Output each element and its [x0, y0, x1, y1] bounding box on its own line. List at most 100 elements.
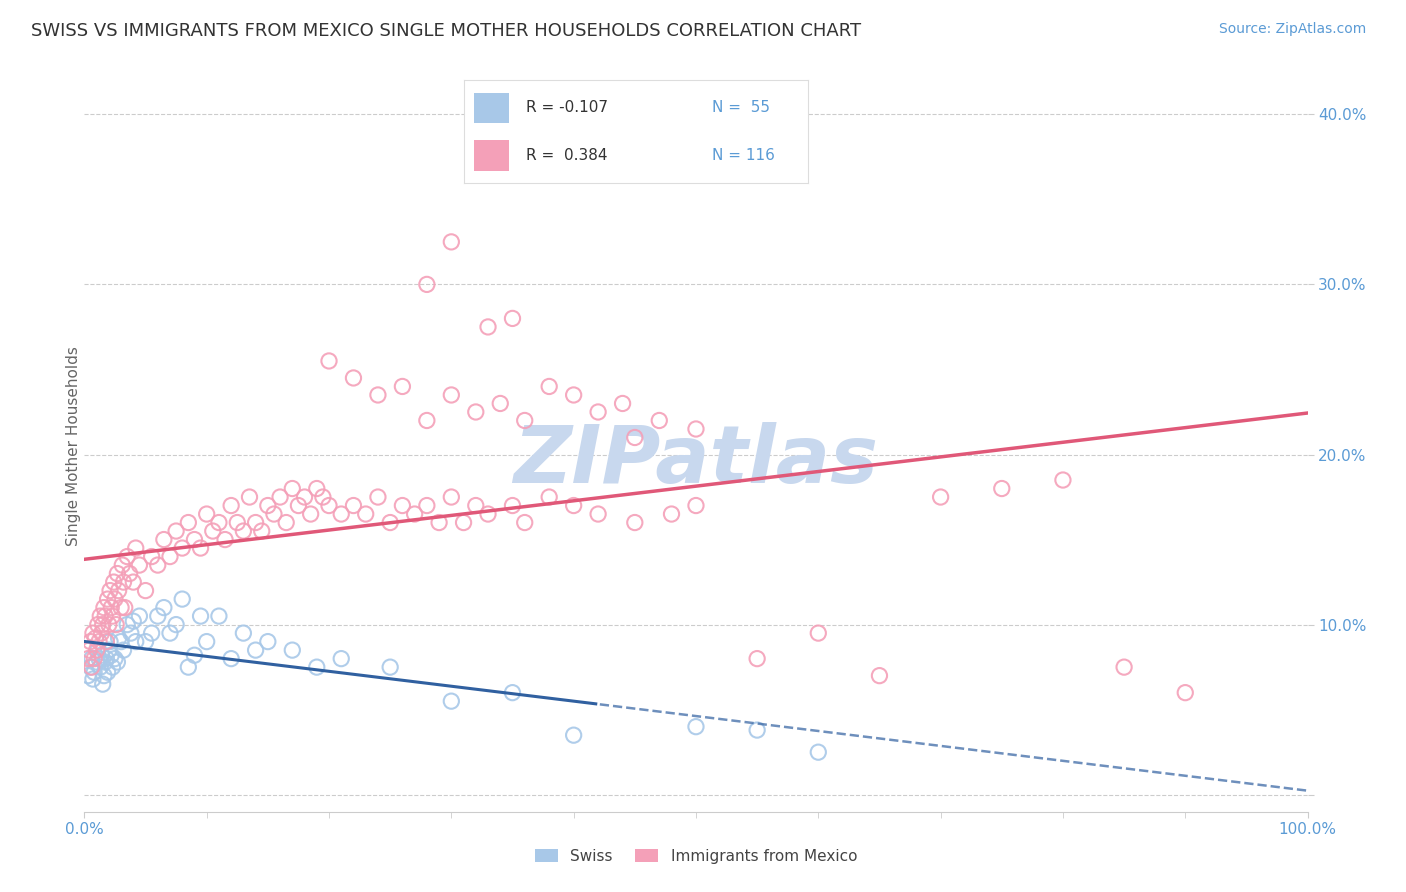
Point [685, 499, 707, 513]
Point [391, 499, 413, 513]
Point [367, 490, 389, 504]
Point [513, 516, 536, 530]
Text: N =  55: N = 55 [711, 101, 770, 115]
Text: Source: ZipAtlas.com: Source: ZipAtlas.com [1219, 22, 1367, 37]
Point [101, 609, 124, 624]
Point [586, 507, 609, 521]
Point [153, 600, 176, 615]
Point [87, 651, 110, 665]
Point [135, 634, 157, 648]
Point [929, 490, 952, 504]
Point [342, 499, 364, 513]
Point [107, 631, 129, 645]
Point [100, 600, 122, 615]
Point [427, 516, 450, 530]
Point [87, 617, 110, 632]
Point [391, 379, 413, 393]
Point [159, 626, 181, 640]
Point [128, 609, 150, 624]
Point [330, 507, 353, 521]
Point [94, 609, 117, 624]
Text: SWISS VS IMMIGRANTS FROM MEXICO SINGLE MOTHER HOUSEHOLDS CORRELATION CHART: SWISS VS IMMIGRANTS FROM MEXICO SINGLE M… [31, 22, 860, 40]
Point [807, 626, 830, 640]
FancyBboxPatch shape [474, 93, 509, 123]
Point [991, 482, 1014, 496]
Point [562, 499, 585, 513]
Point [172, 541, 194, 555]
Point [135, 583, 157, 598]
Point [299, 507, 322, 521]
Point [807, 745, 830, 759]
Point [513, 413, 536, 427]
Point [250, 524, 273, 538]
Point [416, 277, 439, 292]
Point [685, 720, 707, 734]
Point [294, 490, 316, 504]
Point [305, 482, 328, 496]
Point [80, 660, 103, 674]
Point [195, 507, 218, 521]
Point [112, 575, 135, 590]
Point [128, 558, 150, 572]
Point [1052, 473, 1074, 487]
Point [125, 634, 148, 648]
Point [96, 651, 118, 665]
Point [111, 558, 134, 572]
Point [122, 575, 145, 590]
Point [257, 499, 280, 513]
Point [354, 507, 377, 521]
Point [416, 499, 439, 513]
Point [208, 516, 231, 530]
Point [86, 643, 108, 657]
Point [287, 499, 309, 513]
Point [538, 379, 561, 393]
Point [77, 643, 100, 657]
Point [110, 600, 132, 615]
Point [153, 533, 176, 547]
Point [747, 651, 769, 665]
Point [312, 490, 335, 504]
Point [342, 371, 364, 385]
Point [105, 617, 128, 632]
Point [440, 235, 463, 249]
Point [93, 668, 115, 682]
Point [177, 660, 200, 674]
Point [120, 626, 142, 640]
Point [103, 575, 125, 590]
Point [538, 490, 561, 504]
Point [305, 660, 328, 674]
Point [562, 388, 585, 402]
Point [79, 660, 101, 674]
Point [159, 549, 181, 564]
Point [115, 617, 138, 632]
Point [77, 651, 100, 665]
Point [122, 614, 145, 628]
Point [177, 516, 200, 530]
Point [97, 643, 120, 657]
Point [190, 541, 212, 555]
Point [269, 490, 291, 504]
Point [1174, 686, 1197, 700]
Point [190, 609, 212, 624]
Point [79, 634, 101, 648]
Point [318, 354, 340, 368]
Point [440, 694, 463, 708]
Point [276, 516, 298, 530]
Point [87, 643, 110, 657]
Point [219, 499, 242, 513]
Point [105, 655, 128, 669]
Point [101, 660, 124, 674]
Point [648, 413, 671, 427]
Point [208, 609, 231, 624]
Point [91, 677, 114, 691]
Point [97, 617, 120, 632]
Point [83, 651, 105, 665]
Point [562, 728, 585, 742]
Point [263, 507, 285, 521]
Point [245, 643, 267, 657]
Point [118, 566, 141, 581]
Text: ZIPatlas: ZIPatlas [513, 422, 879, 500]
Y-axis label: Single Mother Households: Single Mother Households [66, 346, 80, 546]
Point [98, 583, 121, 598]
Point [380, 660, 402, 674]
